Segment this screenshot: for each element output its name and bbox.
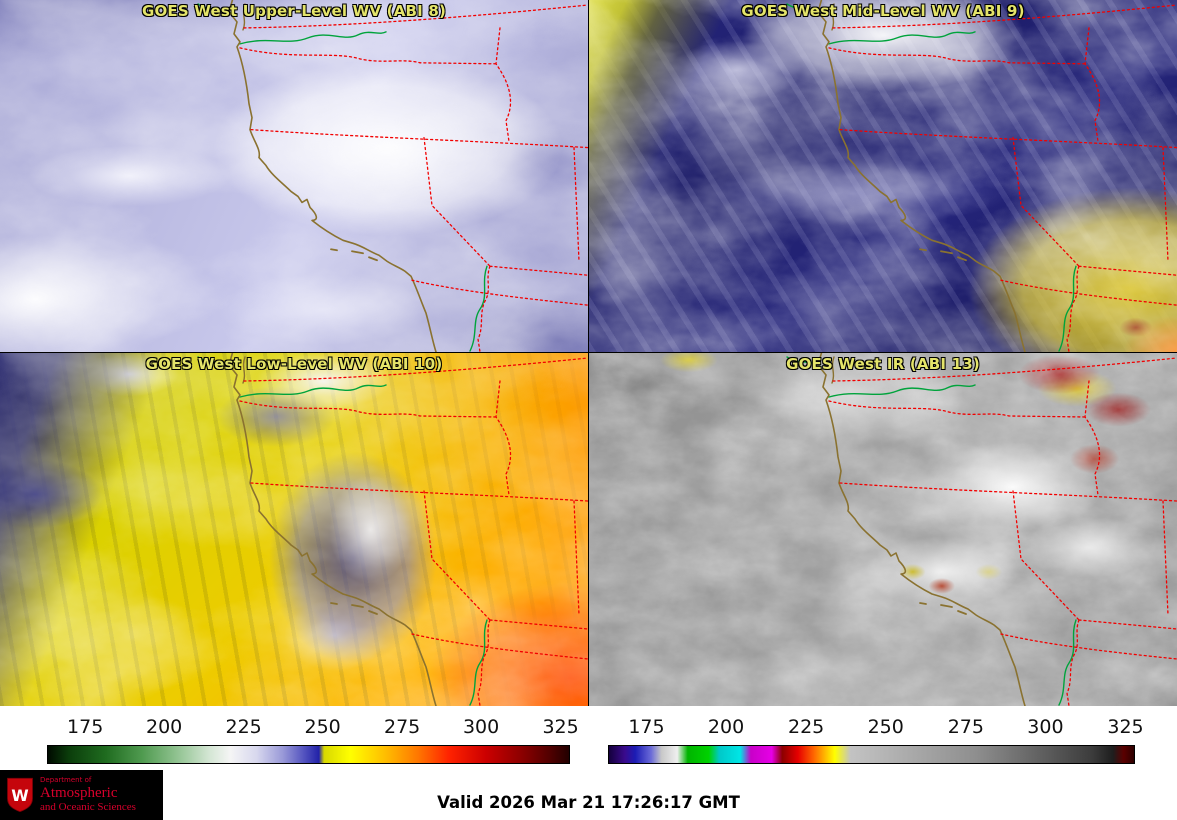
tick-label: 300 [1027,716,1064,738]
logo-department-line: Department of [40,776,92,784]
tick-label: 275 [947,716,984,738]
map-boundaries-overlay [0,0,588,352]
tick-label: 300 [462,716,500,738]
tick-label: 325 [1107,716,1144,738]
logo-line2: and Oceanic Sciences [40,801,136,813]
crest-letter: W [11,786,28,805]
panel-title-abi8: GOES West Upper-Level WV (ABI 8) [141,2,447,20]
panel-low-level-wv: GOES West Low-Level WV (ABI 10) [0,353,588,706]
valid-time: Valid 2026 Mar 21 17:26:17 GMT [437,793,740,812]
colorbar-ir: 175 200 225 250 275 300 325 [608,706,1144,764]
map-boundaries-overlay [0,353,588,706]
tick-label: 250 [867,716,904,738]
colorbar-row: 175 200 225 250 275 300 325 175 200 225 … [0,706,1177,770]
map-boundaries-overlay [589,0,1177,352]
tick-label: 175 [628,716,665,738]
logo-line1: Atmospheric [40,785,118,801]
panel-title-abi9: GOES West Mid-Level WV (ABI 9) [741,2,1025,20]
colorbar-ir-ticks: 175 200 225 250 275 300 325 [608,706,1143,740]
panel-ir: GOES West IR (ABI 13) [589,353,1177,706]
footer: W Department of Atmospheric and Oceanic … [0,770,1177,820]
tick-label: 250 [304,716,341,738]
uw-aos-logo: W Department of Atmospheric and Oceanic … [0,770,163,820]
tick-label: 225 [225,716,262,738]
panel-title-abi13: GOES West IR (ABI 13) [786,355,980,373]
colorbar-wv-gradient [47,745,570,764]
panel-mid-level-wv: GOES West Mid-Level WV (ABI 9) [589,0,1177,352]
logo-text: Department of Atmospheric and Oceanic Sc… [40,776,136,814]
map-boundaries-overlay [589,353,1177,706]
colorbar-ir-gradient [608,745,1135,764]
panel-title-abi10: GOES West Low-Level WV (ABI 10) [145,355,443,373]
tick-label: 200 [146,716,183,738]
satellite-imagery-abi10 [0,353,588,706]
satellite-imagery-abi13 [589,353,1177,706]
tick-label: 200 [707,716,745,738]
panel-upper-level-wv: GOES West Upper-Level WV (ABI 8) [0,0,588,352]
tick-label: 275 [383,716,421,738]
colorbar-wv: 175 200 225 250 275 300 325 [47,706,579,764]
satellite-imagery-abi9 [589,0,1177,352]
tick-label: 175 [67,716,104,738]
satellite-imagery-abi8 [0,0,588,352]
tick-label: 225 [788,716,825,738]
tick-label: 325 [542,716,579,738]
colorbar-wv-ticks: 175 200 225 250 275 300 325 [47,706,579,740]
satellite-panel-grid: GOES West Upper-Level WV (ABI 8) GOES We… [0,0,1177,706]
uw-crest-icon: W [7,777,33,813]
